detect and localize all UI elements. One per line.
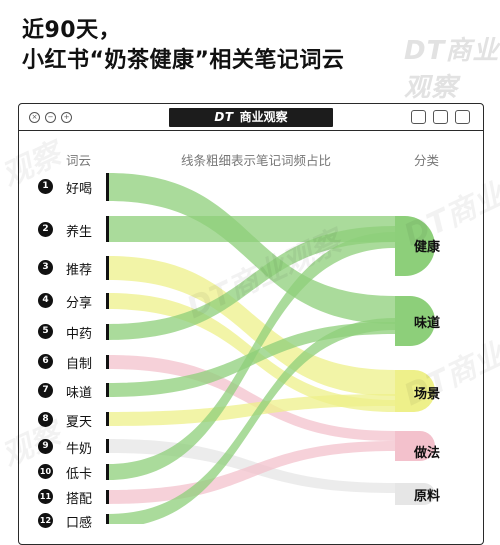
word-label: 牛奶 [66, 442, 93, 457]
category-node-method [395, 431, 435, 461]
category-node-scene [395, 370, 435, 412]
flow-band [108, 232, 395, 480]
word-rank-badge: 4 [38, 293, 53, 308]
word-label: 口感 [66, 516, 93, 531]
toggle-icon[interactable] [411, 110, 426, 124]
flow-band [108, 318, 395, 524]
word-label: 中药 [66, 327, 93, 342]
category-label: 健康 [414, 240, 441, 255]
source-node-bar [106, 464, 109, 480]
word-rank-badge: 8 [38, 412, 53, 427]
source-node-bar [106, 355, 109, 369]
word-label: 养生 [66, 225, 93, 240]
word-rank-badge: 2 [38, 222, 53, 237]
word-label: 味道 [66, 386, 93, 401]
flow-band [108, 355, 395, 441]
window-tab-name: 商业观察 [239, 110, 288, 124]
flow-band [108, 441, 395, 504]
source-node-bar [106, 439, 109, 453]
source-node-bar [106, 173, 109, 201]
source-node-bar [106, 383, 109, 397]
words-header: 词云 [66, 153, 92, 168]
word-label: 好喝 [66, 182, 93, 197]
word-rank-badge: 5 [38, 324, 53, 339]
window-tab-dt: DT [214, 110, 234, 124]
window-icon[interactable] [433, 110, 448, 124]
category-node-taste [395, 296, 435, 346]
window-titlebar: × − + DT 商业观察 [19, 104, 483, 131]
source-node-bar [106, 256, 109, 280]
window-tab: DT 商业观察 [169, 108, 333, 127]
word-label: 推荐 [66, 263, 93, 278]
source-node-bar [106, 412, 109, 426]
source-node-bar [106, 216, 109, 242]
word-label: 低卡 [66, 467, 93, 482]
title-line-1: 近90天， [22, 18, 122, 43]
flow-band [108, 173, 395, 324]
category-label: 味道 [414, 316, 441, 331]
flow-band [108, 226, 395, 340]
word-label: 自制 [66, 357, 93, 372]
page-title: 近90天， 小红书“奶茶健康”相关笔记词云 [22, 16, 344, 76]
flow-band [108, 394, 395, 426]
word-rank-badge: 1 [38, 179, 53, 194]
word-label: 夏天 [66, 415, 93, 430]
source-node-bar [106, 293, 109, 309]
word-rank-badge: 10 [38, 464, 53, 479]
source-node-bar [106, 514, 109, 524]
sankey-flows [106, 173, 435, 524]
word-rank-badge: 7 [38, 383, 53, 398]
expand-icon[interactable] [455, 110, 470, 124]
word-rank-badge: 3 [38, 260, 53, 275]
brand-logo: DT商业观察 [404, 36, 500, 103]
close-icon[interactable]: × [29, 112, 40, 123]
title-line-2: 小红书“奶茶健康”相关笔记词云 [22, 48, 345, 73]
word-rank-badge: 12 [38, 513, 53, 528]
flow-band [108, 256, 395, 396]
category-node-health [395, 216, 435, 276]
word-label: 搭配 [66, 492, 93, 507]
category-node-ingredient [395, 483, 435, 505]
word-rank-badge: 9 [38, 439, 53, 454]
category-label: 做法 [414, 446, 441, 461]
category-label: 场景 [414, 387, 441, 402]
source-node-bar [106, 324, 109, 340]
category-label: 原料 [414, 489, 441, 504]
source-node-bar [106, 490, 109, 504]
minimize-icon[interactable]: − [45, 112, 56, 123]
maximize-icon[interactable]: + [61, 112, 72, 123]
flows-header: 线条粗细表示笔记词频占比 [181, 153, 332, 168]
word-rank-badge: 11 [38, 489, 53, 504]
word-label: 分享 [66, 296, 93, 311]
word-rank-badge: 6 [38, 354, 53, 369]
categories-header: 分类 [414, 153, 440, 168]
